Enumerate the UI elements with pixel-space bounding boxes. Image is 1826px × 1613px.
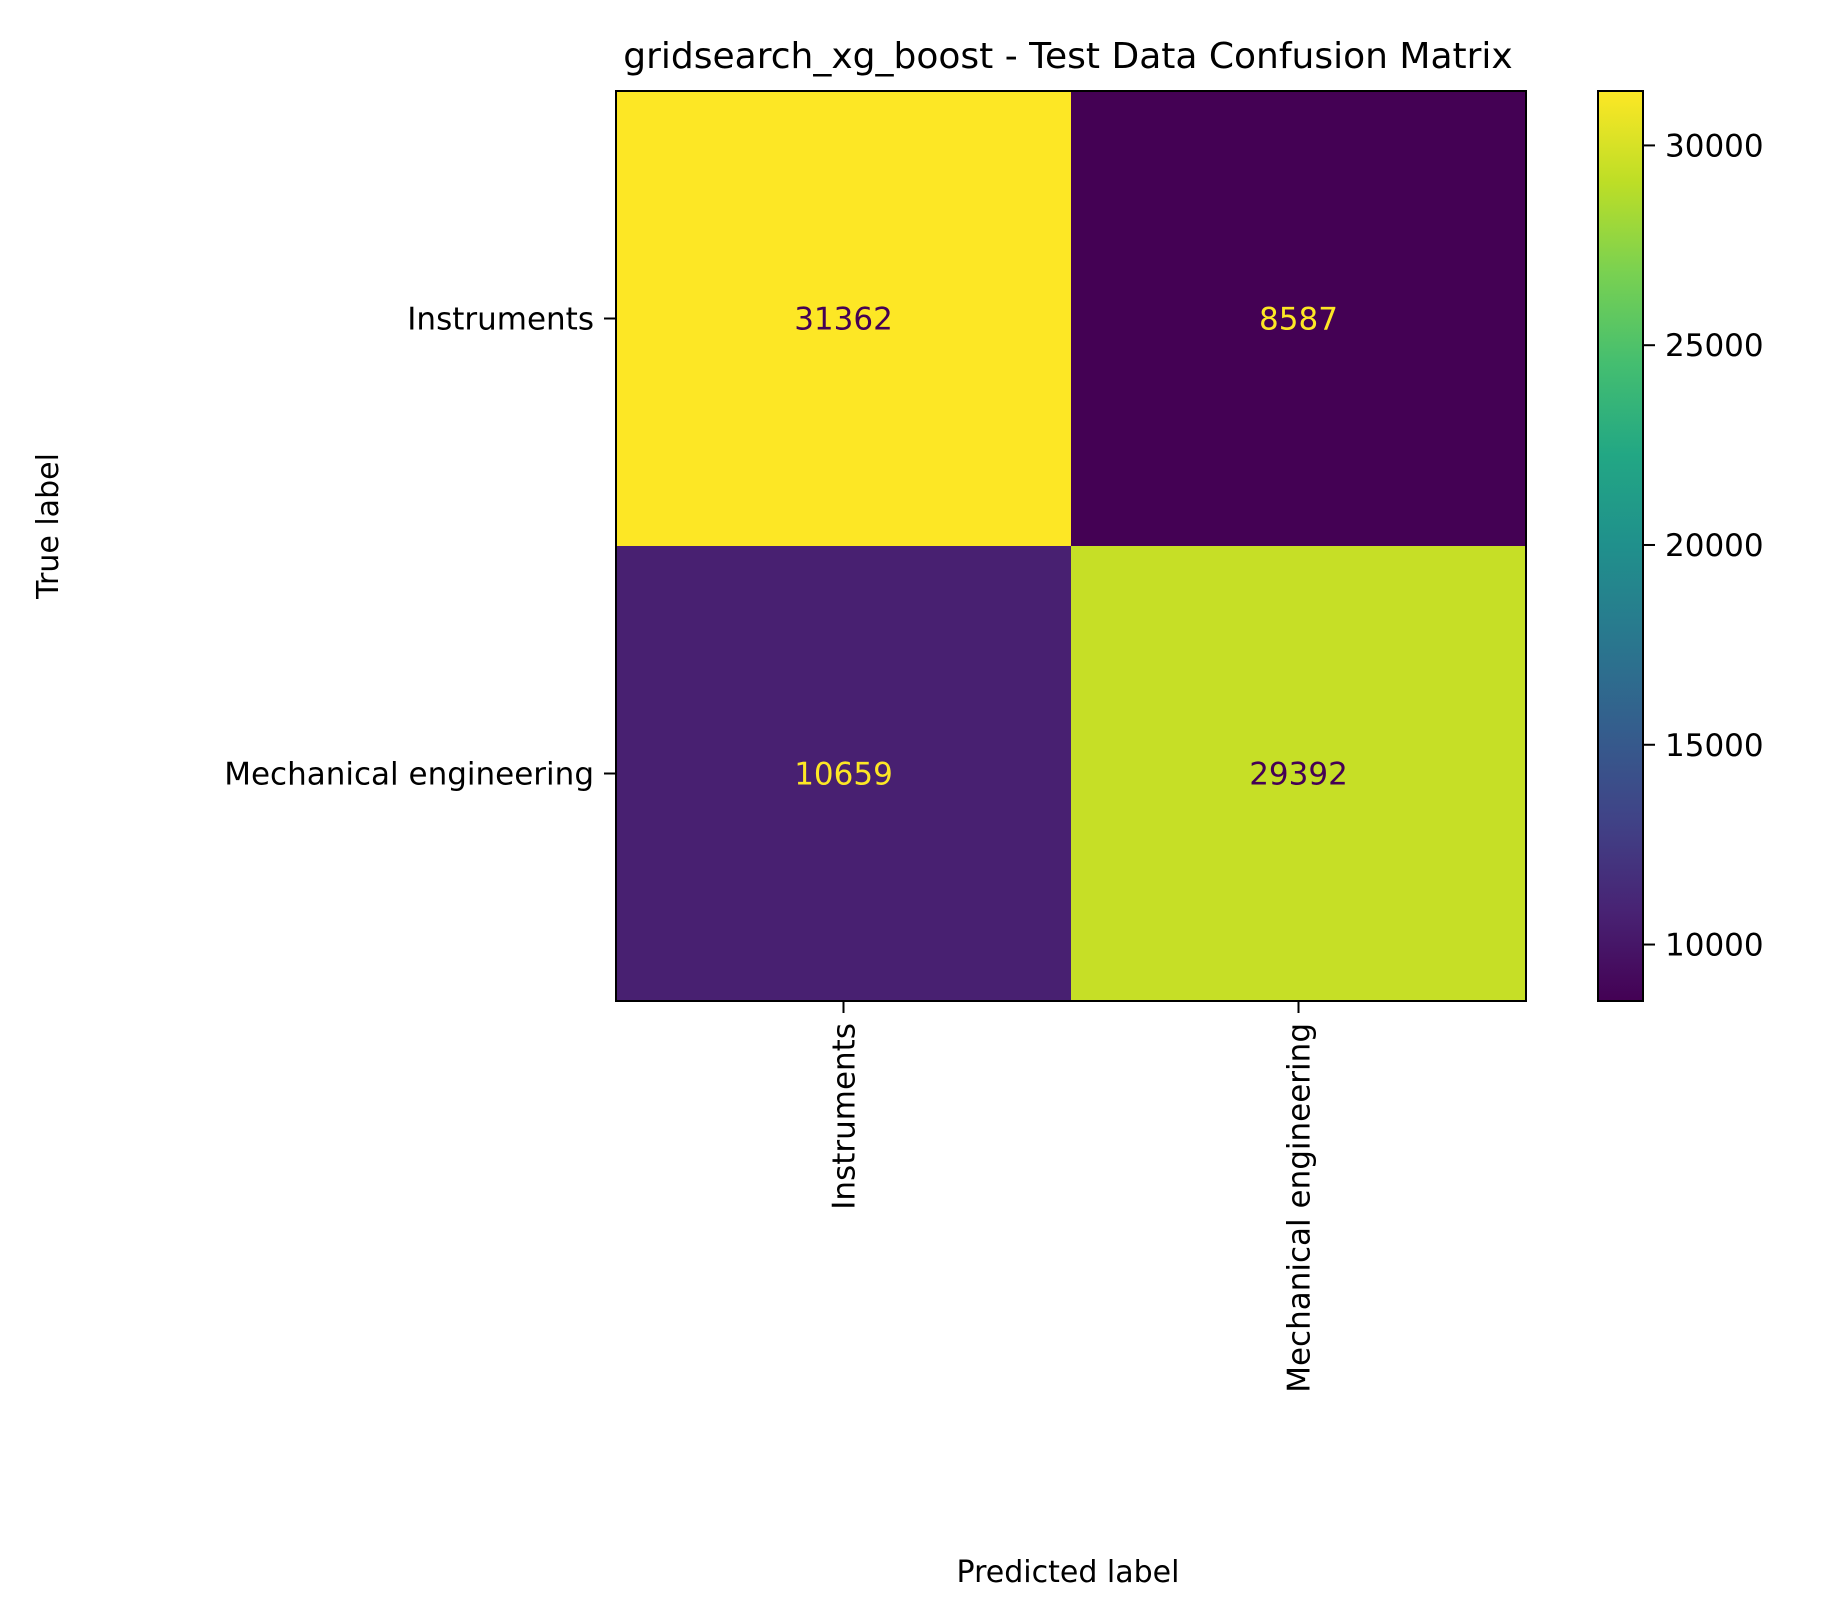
chart-title: gridsearch_xg_boost - Test Data Confusio…	[623, 36, 1513, 77]
heatmap-cells	[616, 91, 1527, 1002]
cell-value-label: 10659	[794, 757, 893, 793]
y-tick-label: Instruments	[407, 302, 594, 338]
x-axis-ticks: Instruments Mechanical engineering	[827, 1001, 1318, 1393]
colorbar-tick-label: 30000	[1665, 128, 1764, 164]
y-tick-label: Mechanical engineering	[224, 757, 594, 793]
x-tick-label: Instruments	[827, 1023, 863, 1210]
colorbar-tick-label: 15000	[1665, 728, 1764, 764]
y-axis-label: True label	[31, 453, 66, 600]
cell-value-label: 8587	[1259, 302, 1338, 338]
y-axis-ticks: Instruments Mechanical engineering	[224, 302, 616, 793]
x-axis-label: Predicted label	[957, 1555, 1180, 1590]
x-tick-label: Mechanical engineering	[1282, 1023, 1318, 1393]
colorbar-tick-label: 20000	[1665, 528, 1764, 564]
colorbar-tick-label: 25000	[1665, 328, 1764, 364]
cell-value-label: 29392	[1249, 757, 1348, 793]
colorbar-ticks: 10000 15000 20000 25000 30000	[1643, 128, 1764, 963]
colorbar-tick-label: 10000	[1665, 928, 1764, 964]
colorbar	[1598, 91, 1643, 1001]
cell-value-label: 31362	[794, 302, 893, 338]
